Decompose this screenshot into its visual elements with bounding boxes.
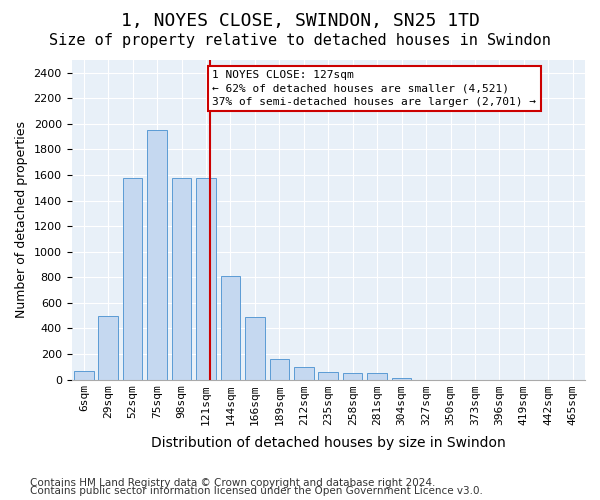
Bar [123, 178, 142, 380]
Bar [367, 373, 387, 380]
Text: 1 NOYES CLOSE: 127sqm
← 62% of detached houses are smaller (4,521)
37% of semi-d: 1 NOYES CLOSE: 127sqm ← 62% of detached … [212, 70, 536, 106]
Bar [319, 372, 338, 380]
Text: Contains public sector information licensed under the Open Government Licence v3: Contains public sector information licen… [30, 486, 483, 496]
Text: Size of property relative to detached houses in Swindon: Size of property relative to detached ho… [49, 32, 551, 48]
Bar [294, 366, 314, 380]
Bar [98, 316, 118, 380]
X-axis label: Distribution of detached houses by size in Swindon: Distribution of detached houses by size … [151, 436, 506, 450]
Y-axis label: Number of detached properties: Number of detached properties [15, 122, 28, 318]
Bar [196, 178, 216, 380]
Text: Contains HM Land Registry data © Crown copyright and database right 2024.: Contains HM Land Registry data © Crown c… [30, 478, 436, 488]
Bar [172, 178, 191, 380]
Bar [269, 359, 289, 380]
Text: 1, NOYES CLOSE, SWINDON, SN25 1TD: 1, NOYES CLOSE, SWINDON, SN25 1TD [121, 12, 479, 30]
Bar [392, 378, 412, 380]
Bar [74, 370, 94, 380]
Bar [221, 276, 240, 380]
Bar [148, 130, 167, 380]
Bar [343, 373, 362, 380]
Bar [245, 317, 265, 380]
